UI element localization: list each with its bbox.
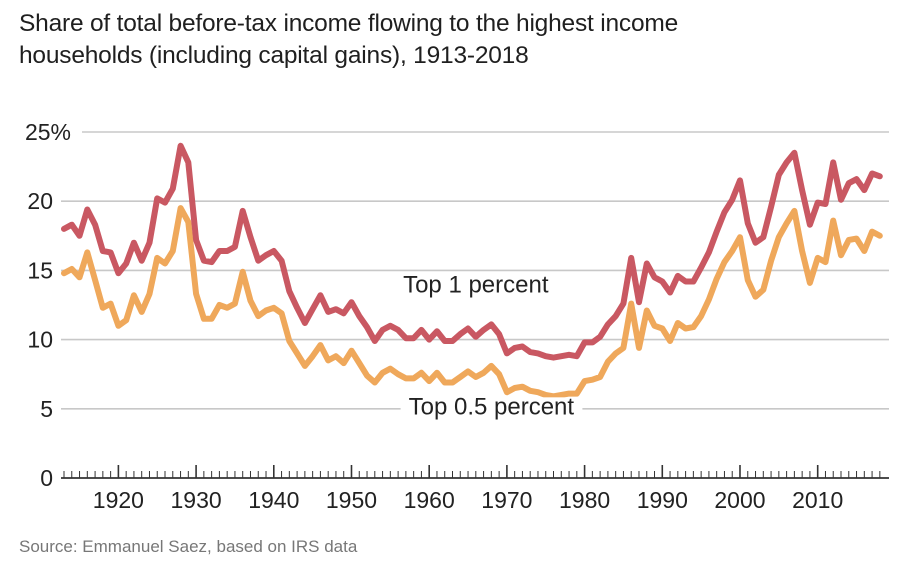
y-tick-label: 20	[27, 188, 53, 214]
label-background	[395, 275, 557, 297]
y-axis: 0 5 10 15 20 25%	[25, 119, 71, 491]
y-tick-label: 10	[27, 327, 53, 353]
x-tick-label: 1980	[559, 487, 610, 513]
y-tick-label: 5	[40, 396, 53, 422]
series-line-top-0-5-percent	[61, 205, 883, 400]
x-tick-label: 1990	[637, 487, 688, 513]
x-tick-label: 1960	[404, 487, 455, 513]
x-tick-label: 2010	[792, 487, 843, 513]
x-tick-label: 1970	[481, 487, 532, 513]
chart-title-line-1: Share of total before-tax income flowing…	[19, 10, 679, 37]
x-tick-label: 1930	[171, 487, 222, 513]
x-tick-label: 1950	[326, 487, 377, 513]
series-line-top-1-percent	[61, 142, 883, 361]
label-top-0-5-percent: Top 0.5 percent	[409, 393, 575, 420]
label-top-1-percent: Top 1 percent	[403, 272, 549, 299]
source-note: Source: Emmanuel Saez, based on IRS data	[19, 537, 358, 556]
x-axis: 1920 1930 1940 1950 1960 1970 1980 1990 2000 2010	[61, 465, 889, 513]
x-tick-label: 2000	[714, 487, 765, 513]
y-tick-label: 25%	[25, 119, 71, 145]
gridlines	[61, 131, 889, 410]
chart-title: Share of total before-tax income flowing…	[19, 8, 678, 72]
label-background	[400, 397, 583, 419]
chart-title-line-2: households (including capital gains), 19…	[19, 42, 529, 69]
y-tick-label: 0	[40, 465, 53, 491]
x-tick-label: 1940	[248, 487, 299, 513]
series-labels: Top 1 percent Top 0.5 percent	[395, 272, 583, 420]
x-tick-label: 1920	[93, 487, 144, 513]
y-tick-label: 15	[27, 257, 53, 283]
series-lines	[61, 142, 883, 400]
